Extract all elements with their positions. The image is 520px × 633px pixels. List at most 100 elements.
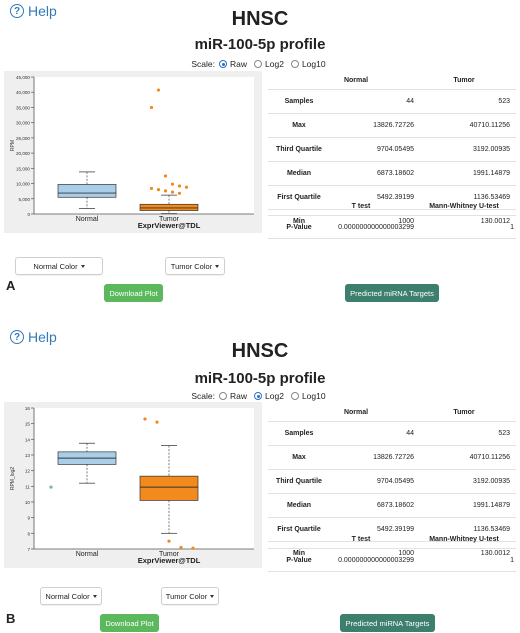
normal-value: 44 — [406, 98, 414, 105]
y-tick-label: 7 — [27, 547, 30, 552]
radio-icon[interactable] — [290, 392, 299, 400]
y-tick-label: 25,000 — [16, 136, 30, 141]
utest-header: Mann-Whitney U-test — [429, 202, 499, 210]
scale-option-label: Log10 — [301, 59, 326, 69]
tumor-value: 523 — [498, 98, 510, 105]
y-tick-label: 15 — [25, 422, 31, 427]
stats-header: Normal Tumor — [268, 71, 516, 89]
row-label: Third Quartile — [276, 146, 322, 153]
test-header: T test Mann-Whitney U-test — [268, 197, 516, 215]
y-tick-label: 40,000 — [16, 90, 30, 95]
utest-header: Mann-Whitney U-test — [429, 535, 499, 543]
y-tick-label: 35,000 — [16, 105, 30, 110]
x-tick-label: Normal — [76, 216, 99, 223]
question-icon: ? — [10, 330, 24, 344]
table-row: Samples 44 523 — [268, 421, 516, 445]
y-tick-label: 14 — [25, 437, 31, 442]
profile-title: miR-100-5p profile — [194, 370, 326, 387]
stats-header: Normal Tumor — [268, 403, 516, 421]
y-tick-label: 9 — [27, 516, 30, 521]
help-link[interactable]: ? Help — [10, 3, 57, 19]
utest-value: 1 — [510, 223, 514, 231]
table-row: Min 1000 130.0012 — [268, 209, 516, 233]
table-row: Min 1000 130.0012 — [268, 541, 516, 565]
panel-a: ? Help HNSC miR-100-5p profile Scale: Ra… — [0, 0, 520, 305]
row-label: First Quartile — [277, 194, 321, 201]
ttest-header: T test — [351, 202, 371, 210]
y-tick-label: 10 — [25, 500, 31, 505]
help-link[interactable]: ? Help — [10, 329, 57, 345]
scale-label: Scale: — [191, 59, 216, 69]
cancer-title: HNSC — [231, 8, 289, 30]
cancer-title: HNSC — [231, 340, 289, 362]
tumor-value: 523 — [498, 430, 510, 437]
scale-label: Scale: — [191, 391, 216, 401]
boxplot-svg: 7 8 9 10 11 12 13 14 15 16 RPM_log2 Normal TumorExpr… — [10, 406, 254, 565]
outlier-point — [155, 420, 159, 424]
outlier-point — [179, 545, 183, 550]
x-tick-label: Tumor — [159, 551, 180, 558]
box-normal — [57, 184, 117, 198]
boxplot-svg: 0 5,000 10,000 15,000 20,000 25,000 30,000 35,0… — [10, 75, 254, 230]
radio-icon[interactable] — [254, 60, 263, 68]
download-plot-button[interactable]: Download Plot — [100, 614, 159, 632]
tumor-value: 1136.53469 — [473, 526, 510, 533]
scale-option-log10[interactable]: Log10 — [290, 59, 326, 69]
normal-value: 1000 — [398, 550, 414, 557]
y-axis-label: RPM — [10, 140, 16, 151]
y-tick-label: 5,000 — [19, 197, 31, 202]
scale-option-raw[interactable]: Raw — [219, 391, 247, 401]
normal-value: 6873.18602 — [377, 170, 414, 177]
boxplot-chart: 0 5,000 10,000 15,000 20,000 25,000 30,000 35,0… — [4, 71, 262, 233]
tumor-color-label: Tumor Color — [165, 591, 208, 601]
outlier-point — [163, 189, 168, 193]
y-tick-label: 45,000 — [16, 75, 30, 80]
question-icon: ? — [10, 4, 24, 18]
tumor-value: 130.0012 — [480, 550, 510, 557]
table-row: P-Value 0.000000000000003299 1 — [268, 548, 516, 572]
tumor-value: 40710.11256 — [469, 454, 510, 461]
radio-icon[interactable] — [219, 60, 228, 68]
y-tick-label: 20,000 — [16, 151, 30, 156]
box-tumor — [139, 203, 199, 211]
scale-option-label: Log2 — [265, 391, 284, 401]
table-row: Median 6873.18602 1991.14879 — [268, 161, 516, 185]
y-axis-label: RPM_log2 — [10, 467, 16, 491]
scale-option-raw[interactable]: Raw — [219, 59, 247, 69]
row-label: Max — [292, 454, 306, 461]
stats-header-tumor: Tumor — [453, 76, 475, 84]
table-row: Samples 44 523 — [268, 89, 516, 113]
stats-table: Normal Tumor Samples 44 523 Max 13826.72726 407… — [268, 403, 516, 565]
y-tick-label: 12 — [25, 469, 31, 474]
scale-option-log10[interactable]: Log10 — [290, 391, 326, 401]
caret-down-icon — [80, 264, 85, 268]
caret-down-icon — [210, 594, 215, 598]
predicted-targets-button[interactable]: Predicted miRNA Targets — [345, 284, 439, 302]
box-tumor — [139, 475, 199, 501]
scale-option-label: Raw — [230, 391, 248, 401]
normal-color-dropdown[interactable]: Normal Color — [40, 587, 102, 605]
outlier-point — [184, 185, 189, 189]
radio-icon[interactable] — [219, 392, 228, 400]
predicted-targets-button[interactable]: Predicted miRNA Targets — [340, 614, 435, 632]
tumor-color-dropdown[interactable]: Tumor Color — [161, 587, 219, 605]
watermark-text: ExprViewer@TDL — [138, 221, 201, 230]
table-row: First Quartile 5492.39199 1136.53469 — [268, 517, 516, 541]
x-tick-label: Tumor — [159, 216, 180, 223]
scale-option-log2[interactable]: Log2 — [254, 59, 284, 69]
normal-color-dropdown[interactable]: Normal Color — [15, 257, 103, 275]
test-table: T test Mann-Whitney U-test P-Value 0.000000… — [268, 530, 516, 572]
radio-icon[interactable] — [254, 392, 263, 400]
stats-header-normal: Normal — [343, 76, 369, 84]
download-plot-button[interactable]: Download Plot — [104, 284, 163, 302]
scale-option-label: Raw — [230, 59, 248, 69]
outlier-point — [149, 186, 154, 191]
test-header: T test Mann-Whitney U-test — [268, 530, 516, 548]
outlier-point — [177, 191, 182, 195]
row-label: Samples — [284, 98, 314, 105]
tumor-color-dropdown[interactable]: Tumor Color — [165, 257, 225, 275]
scale-option-log2[interactable]: Log2 — [254, 391, 284, 401]
tumor-value: 1991.14879 — [473, 170, 510, 177]
radio-icon[interactable] — [290, 60, 299, 68]
normal-color-label: Normal Color — [33, 261, 78, 271]
